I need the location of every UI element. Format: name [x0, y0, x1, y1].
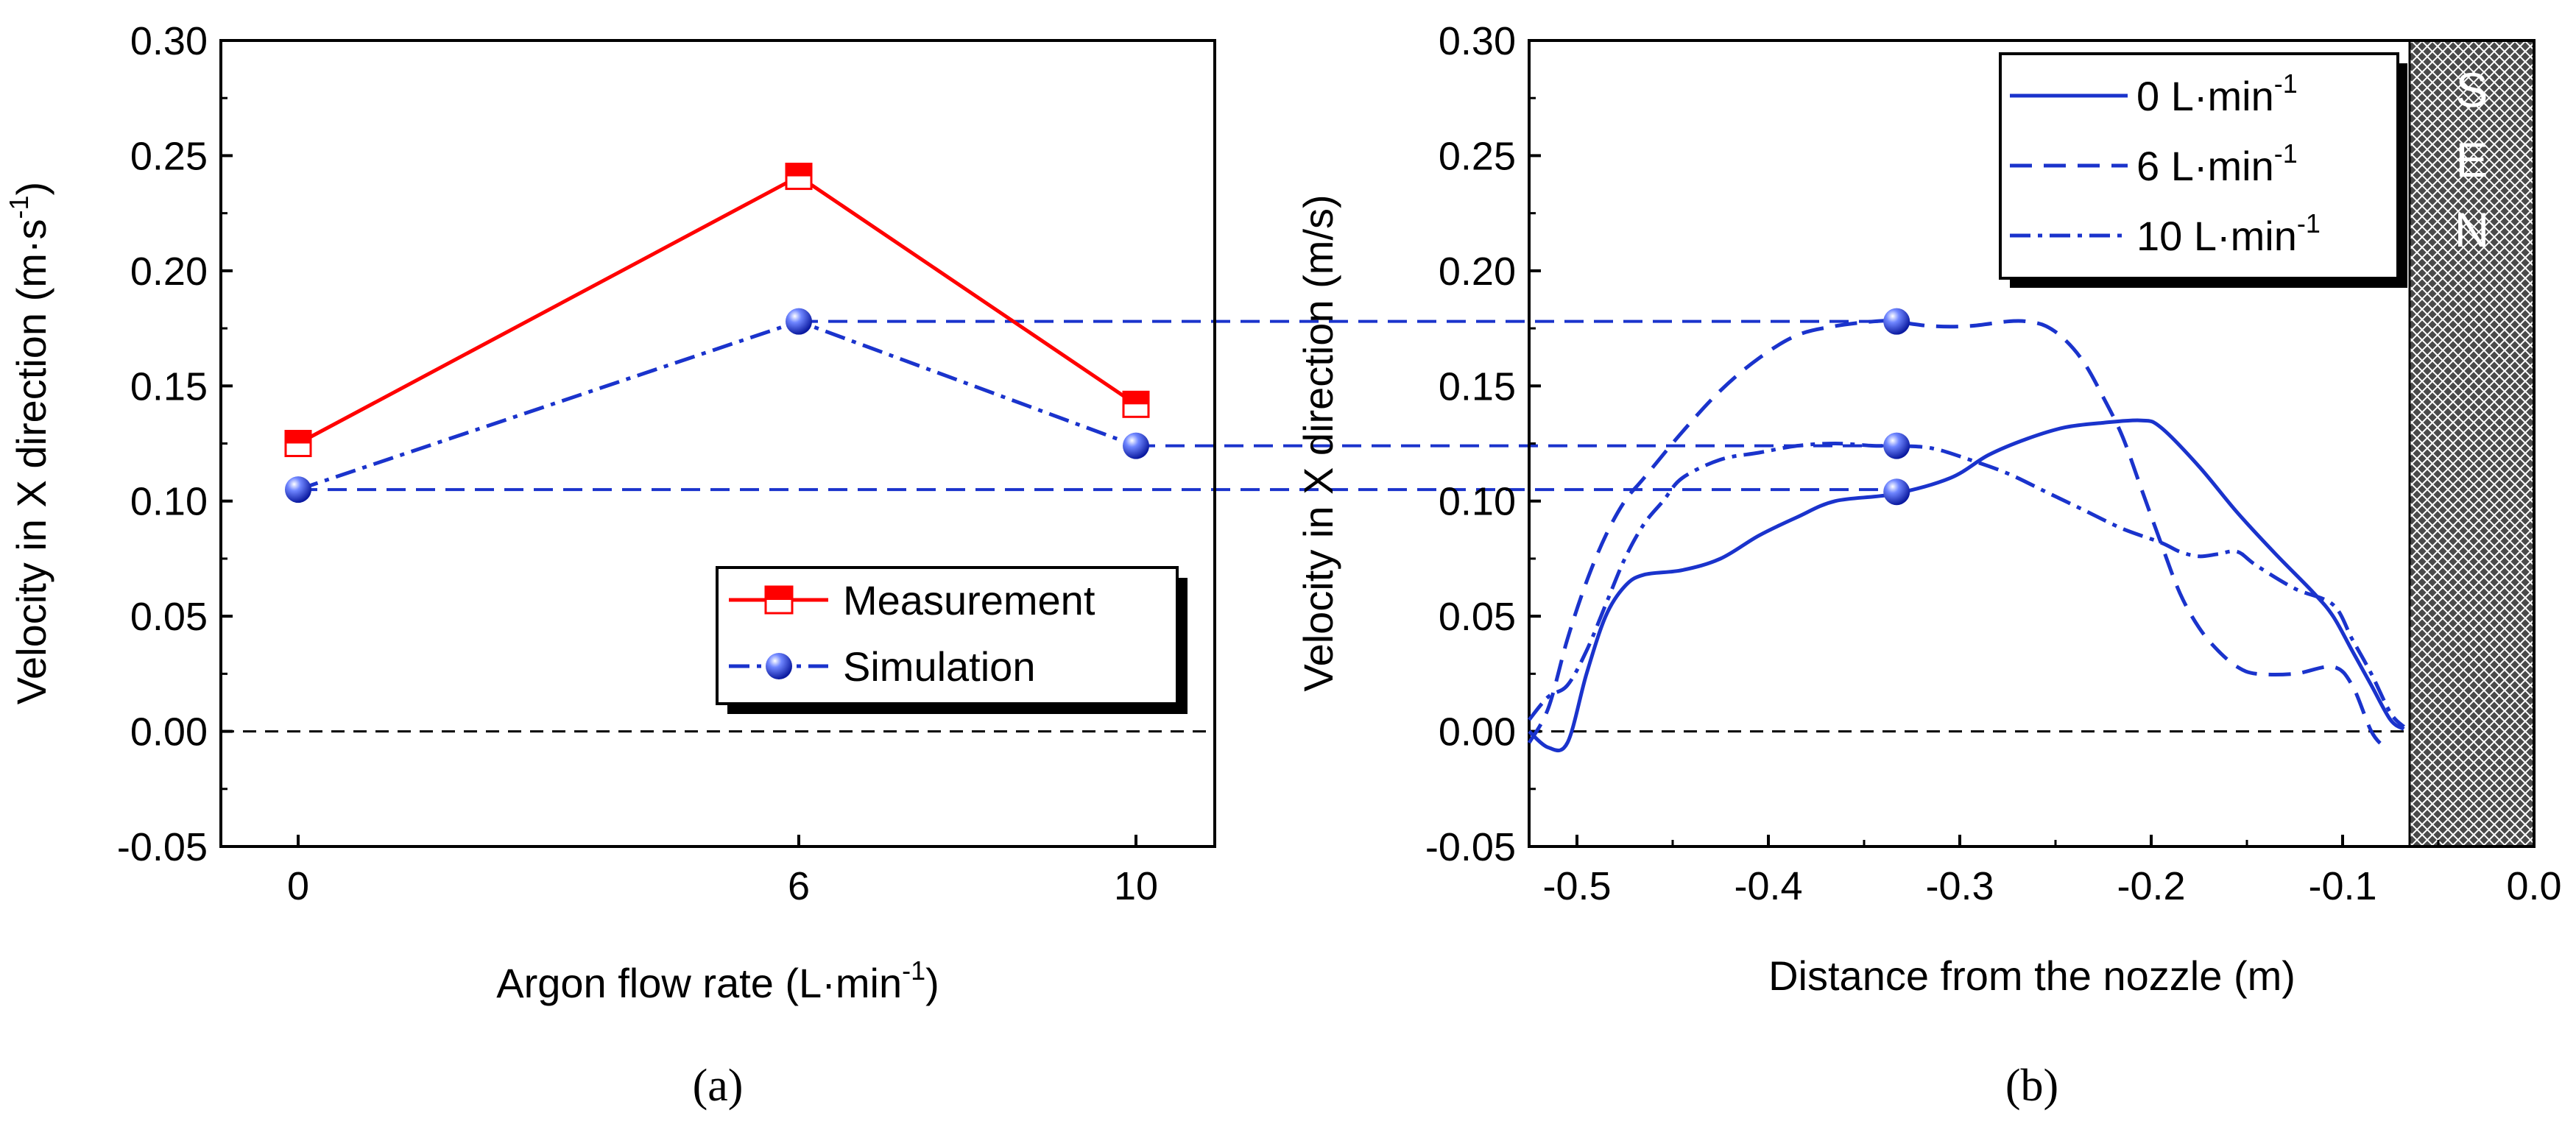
panel-a-legend: Measurement Simulation [716, 566, 1188, 714]
simulation-point [1123, 432, 1149, 459]
panel-b-chart: SEN -0.05 0.00 0.05 0.10 0.15 0.20 0.25 0.30 -0… [1295, 19, 2562, 999]
b-y-tick-label: 0.20 [1439, 250, 1516, 294]
highlighted-point [1883, 432, 1910, 459]
b-x-tick-label: 0.0 [2506, 864, 2561, 908]
legend-simulation-label: Simulation [843, 643, 1035, 690]
panel-b-legend: 0 L·min-1 6 L·min-1 10 L·min-1 [1999, 52, 2407, 288]
simulation-series-line [297, 319, 1137, 492]
cross-panel-connectors [298, 319, 1897, 492]
sen-wall-label: SEN [2455, 63, 2490, 257]
legend-6-label: 6 L·min-1 [2136, 138, 2298, 189]
sen-wall-letter: E [2455, 132, 2488, 187]
legend-10-label: 10 L·min-1 [2136, 208, 2321, 259]
legend-measurement-marker-fill [766, 587, 792, 600]
b-y-tick-label: 0.15 [1439, 364, 1516, 409]
simulation-point [786, 308, 812, 335]
panel-b-y-axis-label: Velocity in X direction (m/s) [1295, 194, 1341, 691]
sen-wall-letter: S [2455, 63, 2488, 117]
a-x-tick-label: 0 [287, 864, 309, 908]
measurement-point-fill [286, 431, 311, 444]
b-x-tick-label: -0.3 [1925, 864, 1994, 908]
panel-a-y-axis-label: Velocity in X direction (m·s-1) [4, 182, 54, 704]
legend-measurement-label: Measurement [843, 577, 1095, 623]
sen-wall-letter: N [2455, 202, 2490, 257]
b-x-tick-label: -0.5 [1542, 864, 1611, 908]
b-x-tick-label: -0.1 [2308, 864, 2376, 908]
panel-b-series [1527, 319, 2405, 753]
panel-a-series [284, 163, 1150, 503]
highlighted-point [1883, 478, 1910, 506]
a-y-tick-label: 0.10 [130, 480, 208, 524]
a-y-tick-label: 0.15 [130, 364, 208, 409]
highlighted-point [1883, 308, 1910, 335]
a-y-tick-label: 0.00 [130, 710, 208, 754]
a-y-tick-label: 0.05 [130, 595, 208, 639]
a-y-tick-label: -0.05 [117, 825, 208, 869]
measurement-point-fill [786, 163, 811, 177]
b-x-tick-label: -0.2 [2117, 864, 2185, 908]
b-x-tick-label: -0.4 [1734, 864, 1802, 908]
panel-a-legend-box [716, 566, 1179, 705]
panel-b-highlighted-points [1883, 308, 1910, 506]
b-y-tick-label: 0.05 [1439, 595, 1516, 639]
series-10-lmin-curve [1528, 441, 2405, 729]
sen-wall-region [2408, 39, 2536, 848]
caption-a: (a) [693, 1061, 744, 1111]
a-y-tick-label: 0.20 [130, 250, 208, 294]
caption-b: (b) [2005, 1061, 2058, 1111]
a-y-tick-label: 0.25 [130, 134, 208, 178]
measurement-series-line [297, 174, 1137, 445]
panel-a-x-axis-label: Argon flow rate (L·min-1) [496, 955, 939, 1006]
a-x-tick-label: 10 [1114, 864, 1158, 908]
panel-a-y-axis: -0.05 0.00 0.05 0.10 0.15 0.20 0.25 0.30 [117, 19, 233, 869]
b-y-tick-label: 0.30 [1439, 19, 1516, 63]
panel-a-x-axis: 0 6 10 [287, 835, 1158, 908]
b-y-tick-label: 0.25 [1439, 134, 1516, 178]
b-y-tick-label: -0.05 [1425, 825, 1516, 869]
a-x-tick-label: 6 [788, 864, 810, 908]
simulation-point [285, 476, 311, 503]
series-6-lmin-curve [1527, 319, 2387, 749]
legend-0-label: 0 L·min-1 [2136, 68, 2298, 119]
series-0-lmin-curve [1528, 418, 2405, 753]
legend-simulation-marker [766, 653, 792, 679]
panel-b-y-axis: -0.05 0.00 0.05 0.10 0.15 0.20 0.25 0.30 [1425, 19, 1541, 869]
panel-b-x-axis-label: Distance from the nozzle (m) [1768, 952, 2296, 999]
b-y-tick-label: 0.10 [1439, 480, 1516, 524]
panel-a-plot-frame [219, 39, 1216, 848]
b-y-tick-label: 0.00 [1439, 710, 1516, 754]
panel-b-x-axis: -0.5 -0.4 -0.3 -0.2 -0.1 0.0 [1542, 835, 2562, 908]
a-y-tick-label: 0.30 [130, 19, 208, 63]
panel-b-legend-box [1999, 52, 2399, 280]
measurement-point-fill [1123, 392, 1148, 405]
panel-a-chart: -0.05 0.00 0.05 0.10 0.15 0.20 0.25 0.30 0 6 10 A… [4, 19, 1216, 1006]
